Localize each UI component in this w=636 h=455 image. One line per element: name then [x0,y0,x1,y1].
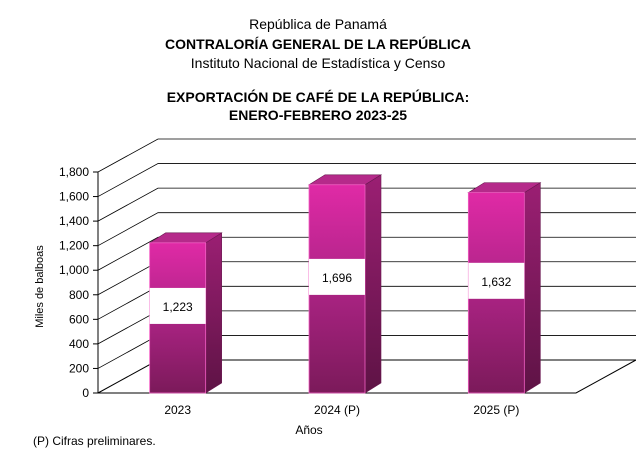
data-label-box [309,258,365,295]
gridline [97,163,636,197]
data-label: 1,632 [481,275,511,289]
y-tick-label: 200 [69,361,89,375]
x-tick-label: 2025 (P) [473,403,519,417]
chart-title-line-1: EXPORTACIÓN DE CAFÉ DE LA REPÚBLICA: [166,89,470,105]
data-label-box [468,262,525,299]
data-label-box [149,287,206,324]
y-tick-label: 0 [82,386,89,400]
bar: 1,223 [148,232,223,394]
y-tick-label: 1,400 [59,214,89,228]
bar-side [205,232,222,394]
bar-side [524,182,541,394]
x-axis-title: Años [295,423,322,437]
y-axis-title: Miles de balboas [34,245,46,328]
bar: 1,632 [467,182,542,394]
bar: 1,696 [307,174,383,394]
x-tick-label: 2023 [164,403,191,417]
footnote: (P) Cifras preliminares. [33,434,156,448]
y-tick-label: 1,000 [59,263,89,277]
data-label: 1,696 [322,271,352,285]
y-tick-label: 400 [69,337,89,351]
bar-side [364,174,382,394]
header-line-1: República de Panamá [249,16,387,32]
header-line-3: Instituto Nacional de Estadística y Cens… [190,55,446,71]
y-tick-label: 600 [69,312,89,326]
gridline [97,138,636,173]
x-tick-label: 2024 (P) [314,403,360,417]
data-label: 1,223 [163,300,193,314]
y-tick-label: 1,600 [59,190,89,204]
chart-title-line-2: ENERO-FEBRERO 2023-25 [228,107,408,123]
y-tick-label: 800 [69,288,89,302]
header-line-2: CONTRALORÍA GENERAL DE LA REPÚBLICA [165,36,471,52]
y-tick-label: 1,200 [59,239,89,253]
y-tick-label: 1,800 [59,165,89,179]
